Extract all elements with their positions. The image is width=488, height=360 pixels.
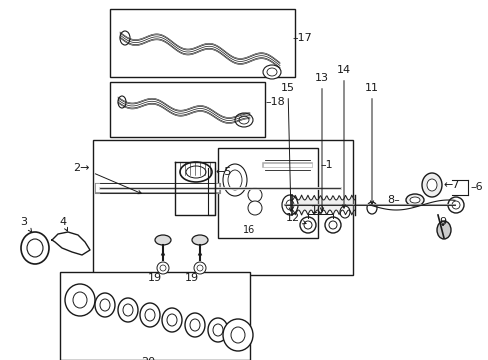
Ellipse shape xyxy=(436,221,450,239)
Text: 8–: 8– xyxy=(386,195,399,205)
Ellipse shape xyxy=(339,206,349,218)
Ellipse shape xyxy=(118,96,126,108)
Ellipse shape xyxy=(27,239,43,257)
Ellipse shape xyxy=(207,318,227,342)
Bar xyxy=(110,82,264,137)
Ellipse shape xyxy=(426,179,436,191)
Ellipse shape xyxy=(282,195,297,215)
Ellipse shape xyxy=(328,221,336,229)
Ellipse shape xyxy=(235,113,252,127)
Ellipse shape xyxy=(123,304,133,316)
Ellipse shape xyxy=(95,293,115,317)
Ellipse shape xyxy=(145,309,155,321)
Ellipse shape xyxy=(120,31,130,45)
Ellipse shape xyxy=(247,201,262,215)
Ellipse shape xyxy=(223,319,252,351)
Text: 11: 11 xyxy=(364,83,378,204)
Text: 15: 15 xyxy=(281,83,294,211)
Text: 13: 13 xyxy=(314,73,328,211)
Text: 4: 4 xyxy=(60,217,67,231)
Ellipse shape xyxy=(409,197,419,203)
Ellipse shape xyxy=(263,65,281,79)
Ellipse shape xyxy=(194,262,205,274)
Text: 16: 16 xyxy=(243,225,255,235)
Ellipse shape xyxy=(451,201,459,209)
Text: ←7: ←7 xyxy=(443,180,460,190)
Ellipse shape xyxy=(155,235,171,245)
Ellipse shape xyxy=(192,235,207,245)
Ellipse shape xyxy=(304,221,311,229)
Text: 10: 10 xyxy=(310,205,325,215)
Text: 12: 12 xyxy=(285,213,305,224)
Text: 2→: 2→ xyxy=(73,163,141,194)
Ellipse shape xyxy=(184,313,204,337)
Ellipse shape xyxy=(21,232,49,264)
Ellipse shape xyxy=(160,265,165,271)
Ellipse shape xyxy=(180,162,212,182)
Text: 3: 3 xyxy=(20,217,32,232)
Text: –6: –6 xyxy=(469,182,482,192)
Text: 19: 19 xyxy=(184,273,199,283)
Ellipse shape xyxy=(118,298,138,322)
Ellipse shape xyxy=(405,194,423,206)
Ellipse shape xyxy=(266,68,276,76)
Bar xyxy=(93,140,352,275)
Ellipse shape xyxy=(230,327,244,343)
Ellipse shape xyxy=(162,308,182,332)
Text: 20: 20 xyxy=(141,357,155,360)
Ellipse shape xyxy=(447,197,463,213)
Ellipse shape xyxy=(223,164,246,196)
Text: 19: 19 xyxy=(148,273,162,283)
Text: –17: –17 xyxy=(291,33,311,43)
Ellipse shape xyxy=(366,202,376,214)
Ellipse shape xyxy=(65,284,95,316)
Ellipse shape xyxy=(167,314,177,326)
Ellipse shape xyxy=(325,217,340,233)
Ellipse shape xyxy=(197,265,203,271)
Ellipse shape xyxy=(227,170,242,190)
Ellipse shape xyxy=(247,188,262,202)
Bar xyxy=(110,9,294,77)
Text: 14: 14 xyxy=(336,65,350,208)
Ellipse shape xyxy=(239,116,248,124)
Bar xyxy=(218,148,317,238)
Text: ←5: ←5 xyxy=(215,167,231,177)
Ellipse shape xyxy=(73,292,87,308)
Ellipse shape xyxy=(185,166,205,178)
Text: –18: –18 xyxy=(264,97,284,107)
Ellipse shape xyxy=(421,173,441,197)
Ellipse shape xyxy=(157,262,169,274)
Ellipse shape xyxy=(299,217,315,233)
Text: –1: –1 xyxy=(319,160,332,170)
Ellipse shape xyxy=(213,324,223,336)
Ellipse shape xyxy=(190,319,200,331)
Bar xyxy=(60,272,249,360)
Ellipse shape xyxy=(100,299,110,311)
Ellipse shape xyxy=(140,303,160,327)
Text: 9: 9 xyxy=(439,217,446,227)
Ellipse shape xyxy=(285,200,293,210)
